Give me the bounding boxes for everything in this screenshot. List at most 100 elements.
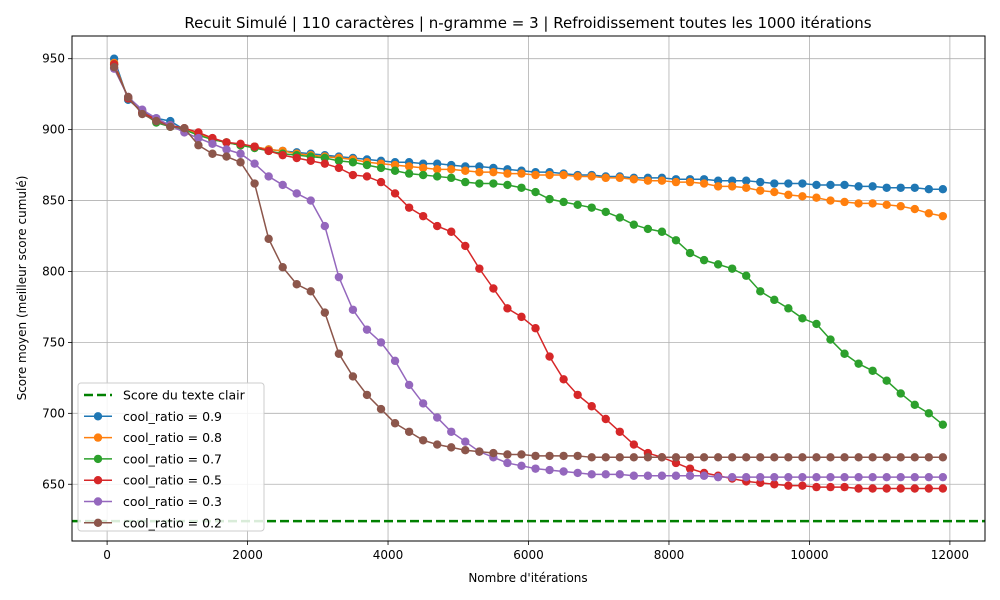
data-point (643, 224, 653, 234)
data-point (545, 170, 554, 180)
data-point (503, 169, 512, 178)
y-tick-label: 650 (42, 477, 65, 491)
data-point (798, 481, 807, 490)
legend-label: cool_ratio = 0.2 (123, 515, 222, 530)
data-point (671, 453, 681, 462)
data-point (250, 159, 259, 168)
data-point (896, 484, 905, 493)
data-point (587, 172, 596, 181)
data-point (742, 271, 751, 280)
data-point (713, 453, 723, 462)
x-tick-label: 6000 (513, 548, 544, 562)
data-point (643, 176, 653, 185)
x-axis: 0 2000 4000 6000 8000 10000 12000 (103, 541, 969, 562)
data-point (320, 308, 330, 317)
data-point (699, 453, 709, 462)
data-point (531, 324, 540, 333)
data-point (756, 287, 765, 296)
data-point (882, 453, 891, 462)
data-point (854, 453, 863, 462)
data-point (418, 399, 428, 408)
data-point (348, 372, 358, 381)
data-point (812, 193, 821, 202)
y-tick-label: 800 (42, 264, 65, 278)
legend-label: cool_ratio = 0.3 (123, 494, 222, 509)
data-point (587, 453, 596, 462)
data-point (756, 453, 765, 462)
data-point (517, 312, 526, 322)
data-point (854, 359, 863, 368)
data-point (671, 177, 681, 187)
data-point (180, 124, 189, 133)
data-point (868, 199, 877, 208)
data-point (868, 366, 877, 375)
data-point (868, 182, 877, 191)
data-point (447, 227, 456, 236)
data-point (854, 484, 863, 493)
data-point (390, 356, 400, 366)
x-tick-label: 2000 (232, 548, 263, 562)
data-point (278, 180, 287, 190)
data-point (348, 158, 358, 167)
data-point (545, 352, 554, 361)
data-point (882, 472, 891, 482)
data-point (236, 139, 245, 149)
data-point (418, 436, 428, 445)
y-axis: 650 700 750 800 850 900 950 (42, 52, 72, 491)
data-point (770, 472, 779, 482)
data-point (924, 185, 934, 194)
data-point (447, 427, 456, 436)
data-point (727, 182, 737, 191)
data-point (433, 413, 442, 422)
data-point (461, 241, 470, 251)
data-point (475, 167, 484, 177)
data-point (756, 177, 765, 187)
data-point (713, 182, 723, 191)
data-point (615, 213, 624, 222)
data-point (840, 453, 849, 462)
data-point (854, 472, 863, 482)
data-point (615, 173, 624, 183)
data-point (868, 472, 877, 482)
data-point (826, 196, 835, 205)
data-point (882, 200, 891, 210)
data-point (615, 427, 624, 436)
data-point (685, 248, 695, 258)
data-point (727, 264, 737, 273)
legend-label: cool_ratio = 0.5 (123, 473, 222, 488)
legend-marker (93, 497, 103, 506)
data-point (236, 149, 245, 158)
data-point (278, 263, 287, 272)
data-point (699, 471, 709, 480)
data-point (924, 484, 934, 493)
data-point (194, 141, 203, 150)
data-point (545, 194, 554, 204)
data-point (447, 165, 456, 174)
data-point (798, 192, 807, 201)
data-point (292, 189, 301, 198)
data-point (404, 162, 414, 171)
data-point (503, 180, 512, 190)
data-point (938, 484, 948, 493)
data-point (503, 304, 512, 313)
data-point (826, 472, 835, 482)
data-point (292, 280, 301, 289)
x-axis-label: Nombre d'itérations (468, 571, 587, 585)
data-point (924, 209, 934, 218)
data-point (362, 160, 372, 170)
y-tick-label: 750 (42, 335, 65, 349)
data-point (208, 139, 217, 149)
data-point (517, 461, 526, 471)
data-point (840, 180, 849, 190)
data-point (489, 167, 498, 177)
data-point (896, 453, 905, 462)
data-point (362, 390, 372, 400)
data-point (727, 453, 737, 462)
data-point (376, 177, 386, 187)
data-point (489, 179, 498, 188)
data-point (910, 472, 919, 482)
legend-label: cool_ratio = 0.8 (123, 430, 222, 445)
data-point (433, 165, 442, 174)
data-point (222, 145, 231, 154)
